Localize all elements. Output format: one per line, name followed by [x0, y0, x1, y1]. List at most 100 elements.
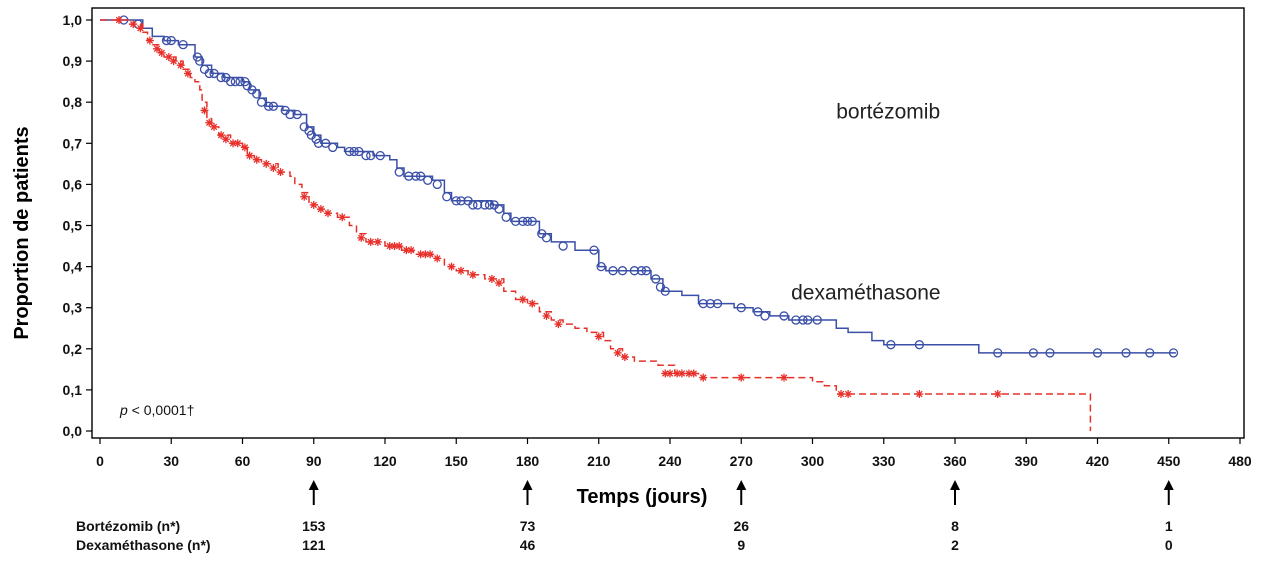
- censor-mark-1: [183, 69, 192, 78]
- x-tick-label: 240: [658, 453, 682, 469]
- series-label: bortézomib: [836, 101, 940, 124]
- censor-mark-0: [480, 200, 490, 210]
- risk-table: Bortézomib (n*) 153 73 26 8 1 Dexaméthasone (n…: [76, 480, 1174, 553]
- censor-mark-0: [313, 138, 324, 148]
- censor-mark-1: [447, 262, 456, 271]
- censor-mark-0: [285, 109, 295, 120]
- censor-mark-0: [204, 68, 214, 79]
- censor-mark-0: [349, 146, 359, 157]
- y-tick-label: 0,1: [63, 382, 83, 398]
- arrow-up-icon: [522, 480, 533, 505]
- censor-mark-0: [641, 266, 651, 276]
- censor-mark-0: [354, 146, 364, 157]
- x-tick-label: 390: [1015, 453, 1039, 469]
- censor-mark-1: [129, 20, 138, 29]
- censor-mark-1: [338, 213, 347, 222]
- y-tick-label: 0,8: [63, 94, 83, 110]
- censor-mark-0: [617, 266, 628, 276]
- x-tick-label: 360: [943, 453, 967, 469]
- censor-mark-0: [195, 56, 205, 66]
- censor-mark-0: [178, 40, 188, 50]
- censor-mark-1: [426, 250, 435, 259]
- risk-row-label: Dexaméthasone (n*): [76, 537, 211, 553]
- plot-frame: [91, 7, 1245, 439]
- censor-mark-1: [689, 369, 698, 378]
- x-tick-label: 420: [1086, 453, 1110, 469]
- risk-count: 153: [302, 518, 326, 534]
- censor-mark-0: [660, 286, 670, 296]
- censor-mark-0: [608, 266, 618, 276]
- censor-mark-1: [468, 270, 477, 279]
- x-tick-label: 330: [872, 453, 896, 469]
- risk-count: 0: [1165, 537, 1173, 553]
- censor-mark-0: [423, 175, 433, 185]
- censor-mark-1: [542, 311, 551, 320]
- censor-mark-0: [651, 274, 661, 284]
- censor-mark-0: [522, 216, 533, 227]
- censor-mark-0: [803, 315, 813, 325]
- censor-mark-1: [402, 246, 411, 255]
- arrow-up-icon: [736, 480, 747, 505]
- x-tick-label: 450: [1157, 453, 1181, 469]
- censor-mark-0: [558, 241, 568, 251]
- risk-count: 73: [520, 518, 536, 534]
- y-tick-label: 0,6: [63, 176, 83, 192]
- x-tick-label: 210: [587, 453, 611, 469]
- censor-mark-1: [518, 295, 527, 304]
- arrow-up-icon: [950, 480, 960, 505]
- y-axis-title: Proportion de patients: [11, 126, 33, 339]
- censor-mark-0: [456, 196, 466, 206]
- risk-row-label: Bortézomib (n*): [76, 518, 180, 534]
- censor-mark-0: [230, 77, 241, 87]
- censor-mark-0: [501, 212, 511, 222]
- x-axis-title: Temps (jours): [577, 486, 708, 508]
- censor-mark-1: [390, 242, 399, 251]
- censor-mark-0: [320, 138, 331, 148]
- censor-mark-1: [495, 279, 503, 288]
- y-tick-label: 0,2: [63, 341, 83, 357]
- censor-mark-0: [510, 216, 521, 227]
- censor-mark-0: [263, 101, 274, 111]
- risk-count: 1: [1165, 518, 1173, 534]
- censor-mark-0: [753, 307, 763, 317]
- censor-mark-0: [736, 303, 746, 313]
- censor-mark-0: [1045, 348, 1055, 358]
- censor-mark-0: [432, 179, 442, 190]
- censor-mark-0: [468, 200, 478, 210]
- censor-mark-1: [457, 266, 465, 275]
- censor-mark-1: [528, 299, 537, 308]
- x-tick-label: 30: [163, 453, 179, 469]
- censor-mark-0: [252, 89, 262, 99]
- censor-mark-0: [442, 192, 452, 202]
- y-tick-label: 0,3: [63, 300, 83, 316]
- censor-mark-1: [245, 151, 254, 160]
- censor-mark-1: [433, 254, 442, 263]
- censor-mark-0: [292, 109, 302, 120]
- censor-mark-1: [613, 348, 622, 357]
- censor-mark-0: [886, 340, 896, 350]
- risk-count: 46: [520, 537, 536, 553]
- censor-mark-1: [115, 16, 123, 24]
- arrow-up-icon: [308, 480, 319, 505]
- censor-mark-0: [1092, 348, 1103, 358]
- series-line-0: [100, 19, 1176, 354]
- censor-mark-0: [1145, 348, 1155, 358]
- censor-mark-1: [262, 159, 271, 168]
- x-tick-label: 120: [373, 453, 397, 469]
- y-tick-label: 0,7: [63, 135, 83, 151]
- censor-mark-1: [210, 122, 218, 131]
- censor-mark-0: [161, 35, 172, 46]
- x-tick-label: 150: [445, 453, 469, 469]
- risk-count: 26: [733, 518, 749, 534]
- censor-mark-1: [252, 155, 261, 164]
- x-tick-label: 270: [730, 453, 754, 469]
- censor-mark-0: [415, 171, 426, 181]
- censor-mark-1: [780, 373, 788, 382]
- censor-mark-1: [837, 390, 845, 399]
- censor-mark-0: [760, 311, 770, 321]
- censor-mark-0: [366, 150, 376, 161]
- censor-mark-0: [411, 171, 421, 181]
- p-symbol: p: [119, 402, 128, 418]
- censor-mark-0: [629, 266, 640, 276]
- censor-mark-0: [993, 348, 1003, 358]
